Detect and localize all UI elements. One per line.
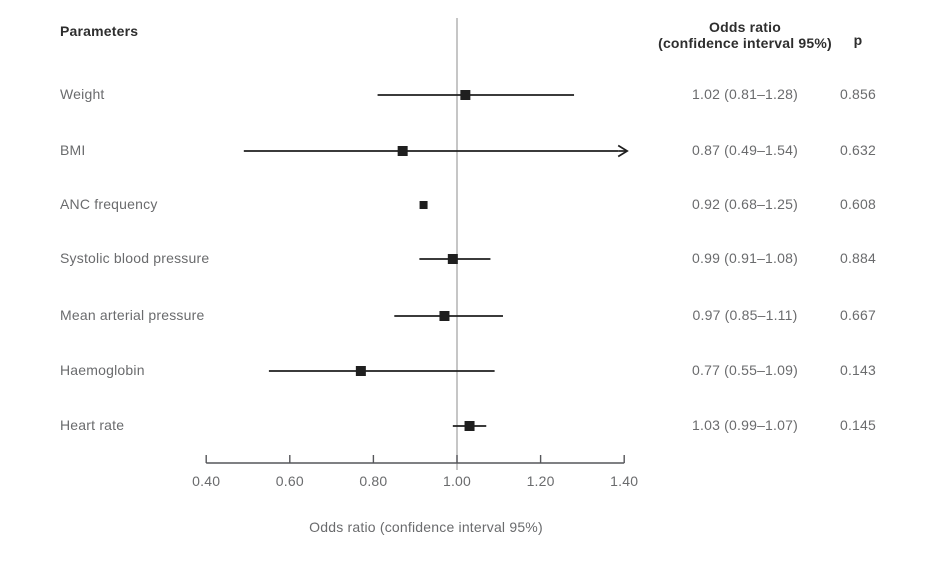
or-value: 1.02 (0.81–1.28)	[692, 86, 798, 102]
p-value: 0.667	[839, 307, 877, 323]
row-label: Haemoglobin	[60, 362, 145, 378]
or-value: 0.97 (0.85–1.11)	[692, 307, 798, 323]
or-value: 1.03 (0.99–1.07)	[692, 417, 798, 433]
p-value: 0.632	[839, 142, 877, 158]
or-marker	[397, 146, 408, 156]
or-marker	[419, 201, 428, 209]
or-value: 0.77 (0.55–1.09)	[692, 362, 798, 378]
row-label: Mean arterial pressure	[60, 307, 205, 323]
parameters-column-header: Parameters	[60, 23, 139, 39]
or-value: 0.99 (0.91–1.08)	[692, 250, 798, 266]
p-value: 0.856	[839, 86, 877, 102]
odds-ratio-header-line2: (confidence interval 95%)	[658, 35, 832, 51]
p-value-column-header: p	[853, 32, 863, 48]
or-marker	[355, 366, 366, 376]
row-label: Systolic blood pressure	[60, 250, 210, 266]
row-label: BMI	[60, 142, 86, 158]
p-value: 0.608	[839, 196, 877, 212]
or-marker	[460, 90, 471, 100]
p-value: 0.145	[839, 417, 877, 433]
x-tick-label: 1.40	[610, 473, 639, 489]
row-label: ANC frequency	[60, 196, 158, 212]
row-label: Heart rate	[60, 417, 125, 433]
or-marker	[439, 311, 450, 321]
odds-ratio-header-line1: Odds ratio	[708, 19, 781, 35]
or-value: 0.87 (0.49–1.54)	[692, 142, 798, 158]
x-axis-label: Odds ratio (confidence interval 95%)	[309, 519, 543, 535]
or-value: 0.92 (0.68–1.25)	[692, 196, 798, 212]
or-marker	[464, 421, 475, 431]
ci-arrow-right-icon	[617, 144, 629, 158]
p-value: 0.143	[839, 362, 877, 378]
x-tick-label: 1.20	[526, 473, 555, 489]
x-tick-label: 0.60	[275, 473, 304, 489]
x-tick-label: 1.00	[442, 473, 472, 489]
row-label: Weight	[60, 86, 105, 102]
odds-ratio-column-header: Odds ratio (confidence interval 95%)	[648, 19, 842, 51]
p-value: 0.884	[839, 250, 877, 266]
or-marker	[447, 254, 458, 264]
x-tick-label: 0.80	[359, 473, 388, 489]
x-tick-label: 0.40	[192, 473, 221, 489]
